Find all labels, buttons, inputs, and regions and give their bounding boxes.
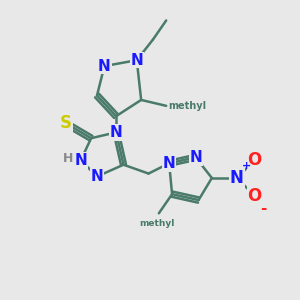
Text: methyl: methyl bbox=[169, 101, 207, 111]
Text: N: N bbox=[110, 125, 122, 140]
Text: N: N bbox=[98, 58, 111, 74]
Text: N: N bbox=[74, 153, 87, 168]
Text: O: O bbox=[248, 151, 262, 169]
Text: N: N bbox=[163, 156, 175, 171]
Text: O: O bbox=[248, 187, 262, 205]
Text: +: + bbox=[242, 161, 251, 172]
Text: N: N bbox=[91, 169, 103, 184]
Text: -: - bbox=[260, 201, 266, 216]
Text: N: N bbox=[130, 53, 143, 68]
Text: H: H bbox=[63, 152, 74, 165]
Text: N: N bbox=[189, 150, 202, 165]
Text: methyl: methyl bbox=[140, 219, 175, 228]
Text: S: S bbox=[60, 115, 72, 133]
Text: N: N bbox=[230, 169, 244, 187]
